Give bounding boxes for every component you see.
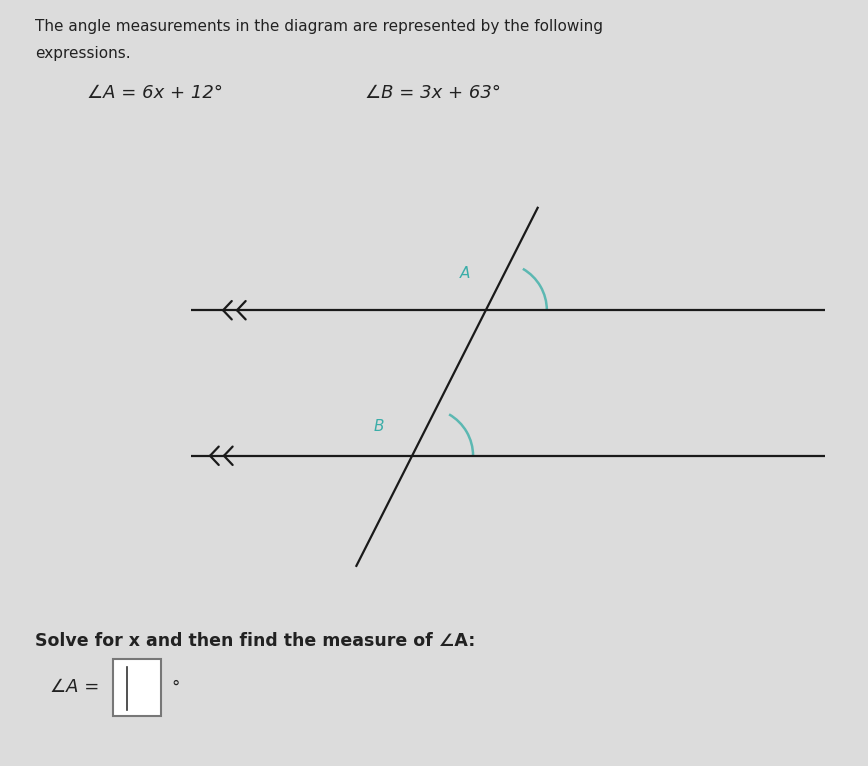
Text: A: A [460, 266, 470, 281]
FancyBboxPatch shape [113, 659, 161, 716]
Text: ∠B = 3x + 63°: ∠B = 3x + 63° [365, 84, 501, 102]
Text: ∠A = 6x + 12°: ∠A = 6x + 12° [87, 84, 223, 102]
Text: °: ° [171, 679, 180, 696]
Text: ∠A =: ∠A = [50, 678, 100, 696]
Text: B: B [373, 419, 384, 434]
Text: Solve for x and then find the measure of ∠A:: Solve for x and then find the measure of… [35, 632, 475, 650]
Text: expressions.: expressions. [35, 46, 130, 61]
Text: The angle measurements in the diagram are represented by the following: The angle measurements in the diagram ar… [35, 19, 602, 34]
